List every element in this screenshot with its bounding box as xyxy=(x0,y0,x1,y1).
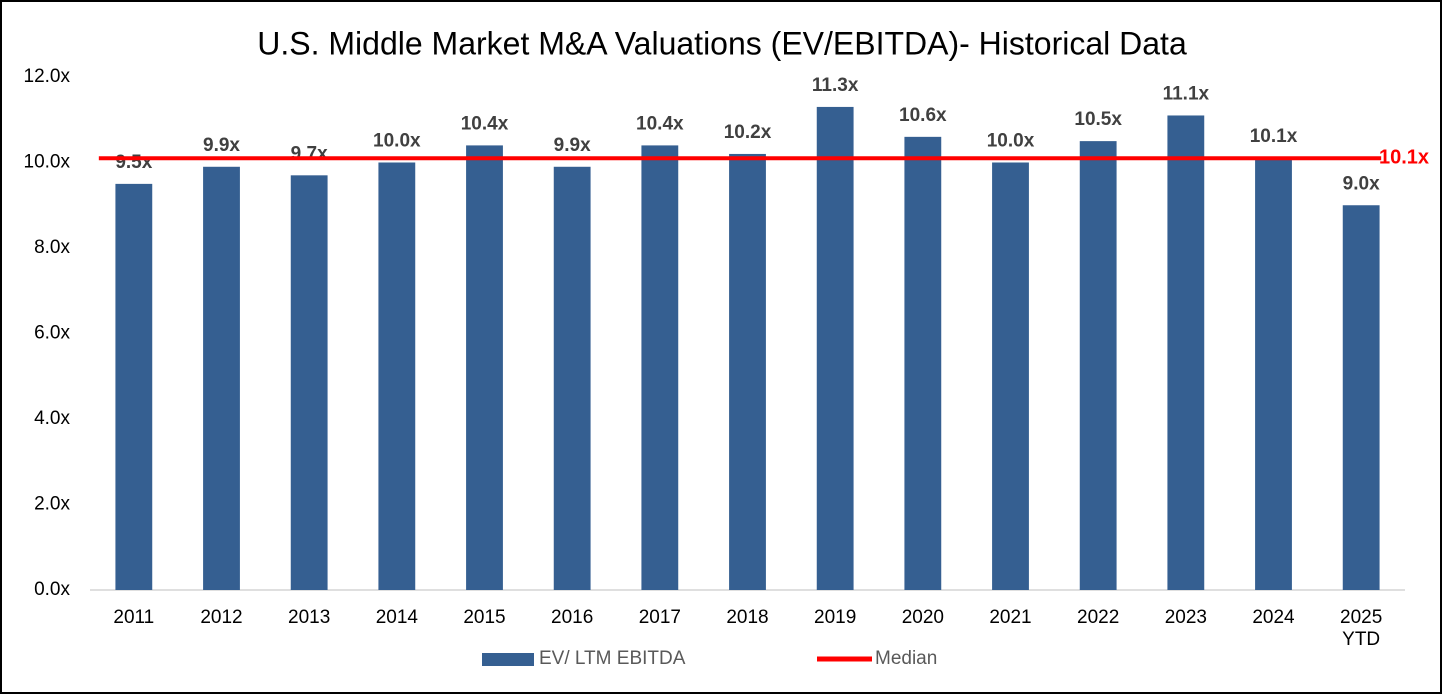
x-tick-label: 2020 xyxy=(901,607,944,628)
bar xyxy=(1079,141,1117,590)
median-label: 10.1x xyxy=(1379,147,1429,169)
value-label: 11.1x xyxy=(1163,83,1210,104)
value-label: 10.5x xyxy=(1074,109,1122,130)
value-label: 10.0x xyxy=(373,131,421,152)
bar xyxy=(641,145,679,590)
value-label: 9.7x xyxy=(291,143,328,164)
y-tick-label: 6.0x xyxy=(34,323,70,344)
x-tick-label: 2014 xyxy=(375,607,418,628)
bar xyxy=(553,166,591,590)
bar xyxy=(816,106,854,591)
bar xyxy=(1167,115,1205,590)
bar xyxy=(466,145,503,590)
bar xyxy=(729,153,766,590)
bar xyxy=(115,183,153,590)
value-label: 9.5x xyxy=(115,152,152,173)
value-label: 10.0x xyxy=(987,131,1035,152)
x-tick-label: 2024 xyxy=(1252,607,1295,628)
y-tick-label: 8.0x xyxy=(34,237,70,258)
x-tick-label: 2013 xyxy=(288,607,331,628)
y-tick-label: 12.0x xyxy=(24,66,71,87)
legend-label: EV/ LTM EBITDA xyxy=(539,648,686,669)
bar xyxy=(904,136,942,590)
value-label: 9.9x xyxy=(554,135,591,156)
x-tick-label: 2023 xyxy=(1164,607,1207,628)
x-tick-label: 2018 xyxy=(726,607,769,628)
y-tick-label: 10.0x xyxy=(24,152,71,173)
chart-title: U.S. Middle Market M&A Valuations (EV/EB… xyxy=(257,25,1187,61)
value-label: 11.3x xyxy=(812,75,859,96)
x-tick-label: 2012 xyxy=(200,607,243,628)
y-tick-label: 0.0x xyxy=(34,579,70,600)
x-tick-label: 2017 xyxy=(638,607,681,628)
legend-swatch xyxy=(482,653,534,666)
value-label: 10.4x xyxy=(461,113,509,134)
x-tick-label: 2025 YTD xyxy=(1340,607,1383,650)
y-tick-label: 4.0x xyxy=(34,408,70,429)
x-tick-label: 2015 xyxy=(463,607,506,628)
value-label: 10.1x xyxy=(1250,126,1298,147)
y-tick-label: 2.0x xyxy=(34,494,70,515)
bar xyxy=(992,162,1029,590)
value-label: 10.6x xyxy=(899,105,947,126)
bar xyxy=(378,162,416,590)
bar xyxy=(1342,205,1380,590)
bar xyxy=(203,166,240,590)
x-tick-label: 2011 xyxy=(113,607,155,628)
value-label: 9.9x xyxy=(203,135,240,156)
x-tick-label: 2019 xyxy=(814,607,857,628)
value-label: 10.2x xyxy=(724,122,772,143)
x-tick-label: 2021 xyxy=(989,607,1032,628)
legend-label: Median xyxy=(875,648,937,669)
x-tick-label: 2022 xyxy=(1077,607,1120,628)
value-label: 10.4x xyxy=(636,113,684,134)
x-tick-label: 2016 xyxy=(551,607,594,628)
bar xyxy=(1255,158,1292,590)
value-label: 9.0x xyxy=(1343,173,1380,194)
bar xyxy=(290,175,328,590)
